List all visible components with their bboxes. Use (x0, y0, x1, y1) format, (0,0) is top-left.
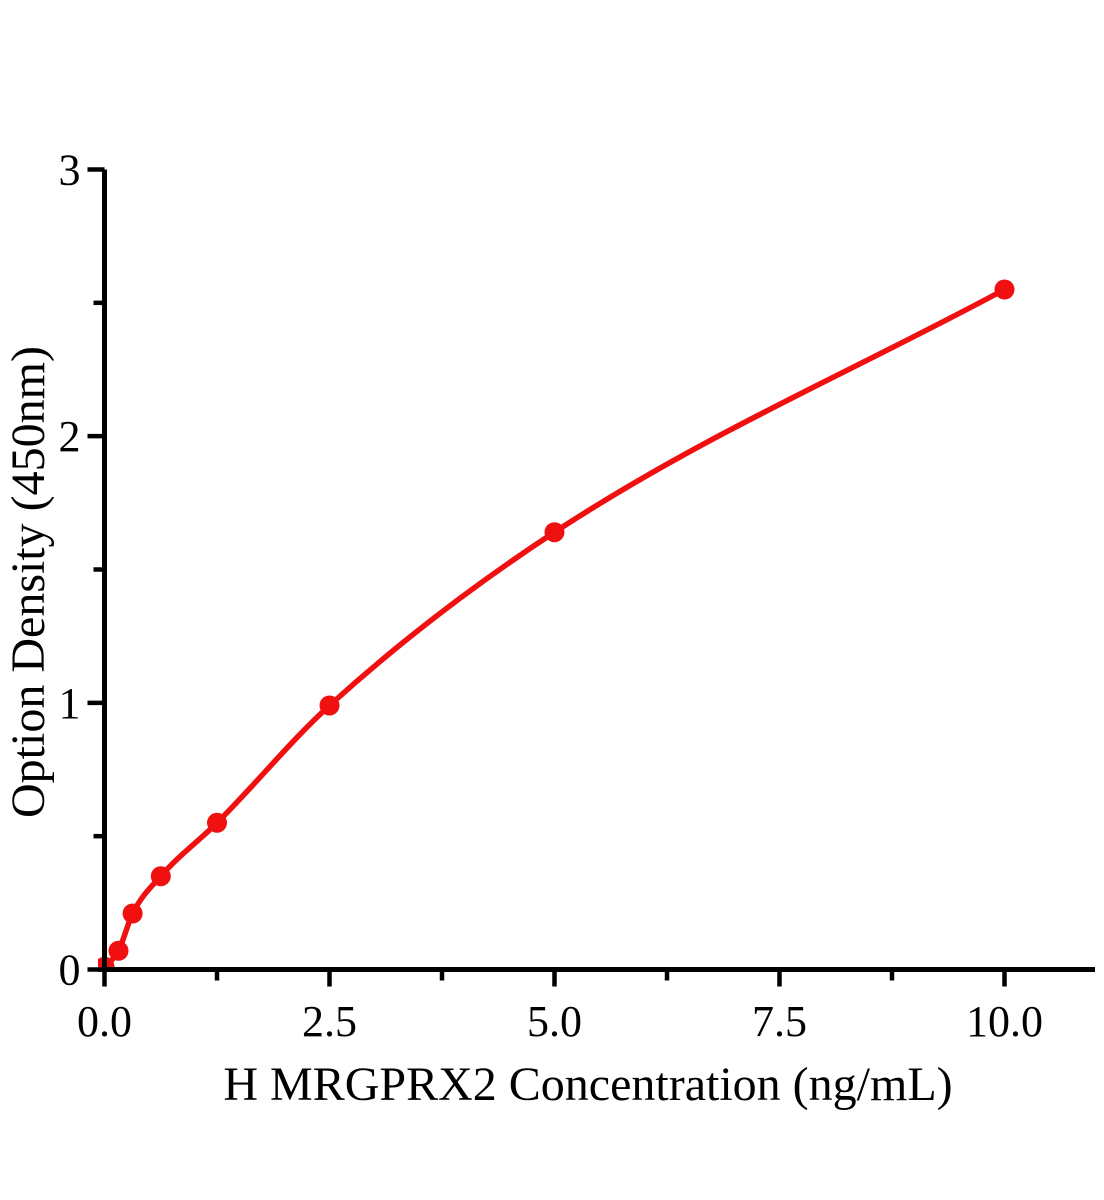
series-layer (98, 279, 1015, 972)
data-point (150, 866, 171, 887)
data-point (544, 522, 565, 543)
x-axis-title: H MRGPRX2 Concentration (ng/mL) (223, 1058, 952, 1111)
y-axis-title: Option Density (450nm) (2, 346, 55, 818)
y-axis-tick-label: 2 (59, 412, 81, 461)
x-axis-tick-label: 0.0 (77, 997, 132, 1046)
x-axis-tick-label: 5.0 (527, 997, 582, 1046)
axes-layer (102, 169, 1095, 972)
standard-curve-line (101, 286, 1008, 970)
x-axis-tick-label: 10.0 (966, 997, 1043, 1046)
data-point (319, 695, 340, 716)
tick-label-layer: 0.0 2.5 5.0 7.5 10.0 0 1 2 3 (59, 146, 1044, 1047)
x-axis-tick-label: 2.5 (302, 997, 357, 1046)
y-axis-tick-label: 0 (59, 946, 81, 995)
data-point (108, 940, 129, 961)
x-axis-tick-label: 7.5 (752, 997, 807, 1046)
y-axis-tick-label: 3 (59, 146, 81, 195)
data-point (122, 903, 143, 924)
tick-layer (87, 167, 1007, 987)
data-point (994, 279, 1015, 300)
y-axis-tick-label: 1 (59, 679, 81, 728)
data-point (207, 812, 227, 833)
